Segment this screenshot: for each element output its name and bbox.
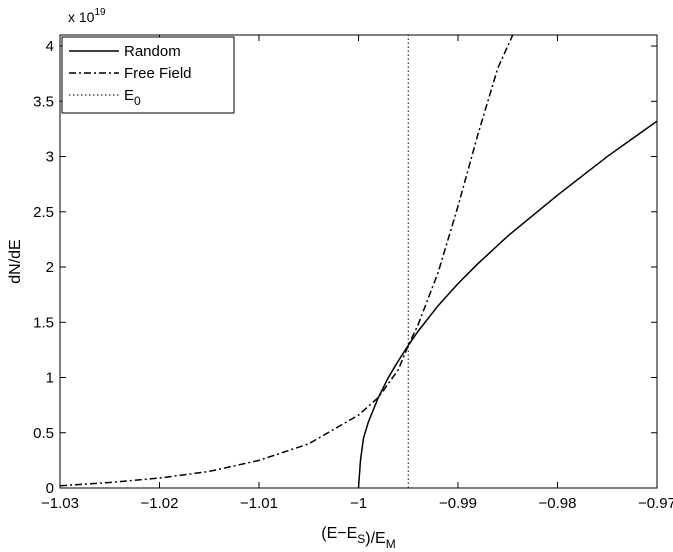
y-tick-label: 3: [46, 149, 54, 166]
legend-label: E0: [124, 87, 141, 108]
series-line-solid: [357, 120, 658, 489]
y-multiplier-base: x 10: [68, 9, 95, 25]
x-tick-label: −0.97: [638, 495, 673, 512]
y-tick-label: 1.5: [33, 314, 54, 331]
axes-box: [59, 34, 658, 489]
y-multiplier-exponent: 19: [94, 7, 106, 18]
x-tick-label: −0.98: [539, 495, 577, 512]
x-tick-label: −1.03: [41, 495, 79, 512]
y-tick-label: 3.5: [33, 93, 54, 110]
y-tick-label: 1: [46, 370, 54, 387]
x-tick-label: −0.99: [439, 495, 477, 512]
y-tick-label: 2: [46, 259, 54, 276]
ticks-layer: −1.03 −1.02 −1.01 −1 −0.99 −0.98 −0.97 0 0.5 1 1.5…: [33, 35, 673, 512]
series-line-dashdot: [59, 34, 514, 487]
legend-label: Free Field: [124, 65, 192, 82]
x-axis-label: (E−ES)/EM: [321, 525, 395, 551]
y-tick-label: 0: [46, 480, 54, 497]
x-tick-label: −1.02: [141, 495, 179, 512]
y-multiplier: x 1019: [68, 7, 106, 25]
series-layer: [59, 34, 658, 489]
y-axis-label: dN/dE: [7, 239, 24, 283]
legend-label: Random: [124, 43, 181, 60]
y-tick-label: 0.5: [33, 425, 54, 442]
legend: Random Free Field E0: [61, 36, 235, 114]
x-tick-label: −1.01: [240, 495, 278, 512]
x-tick-label: −1: [350, 495, 367, 512]
y-tick-label: 4: [46, 38, 54, 55]
y-tick-label: 2.5: [33, 204, 54, 221]
legend-box: [61, 36, 235, 114]
